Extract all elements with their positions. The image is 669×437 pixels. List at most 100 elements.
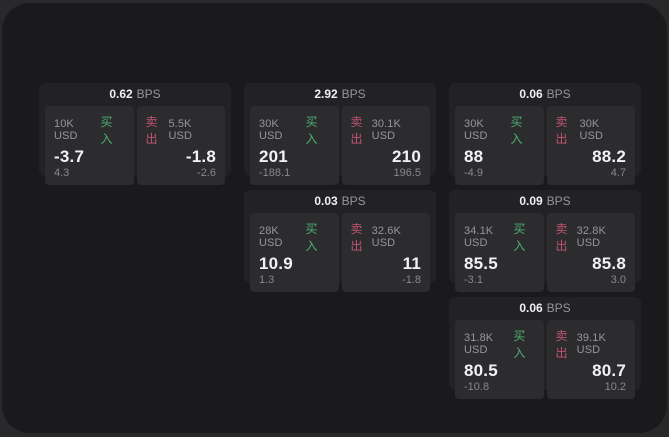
bps-unit-label: BPS bbox=[341, 87, 366, 101]
quote-card: 0.62 BPS 10K USD 买入 -3.7 4.3 卖出 5.5K USD bbox=[39, 83, 231, 185]
sell-price: 80.7 bbox=[592, 361, 626, 380]
buy-button[interactable]: 买入 bbox=[513, 329, 526, 360]
buy-panel-top: 30K USD 买入 bbox=[259, 113, 330, 147]
buy-delta: 4.3 bbox=[54, 167, 70, 179]
sell-price: -1.8 bbox=[185, 147, 216, 166]
buy-panel-top: 31.8K USD 买入 bbox=[464, 327, 535, 361]
bps-value: 0.06 bbox=[519, 301, 543, 315]
sell-panel[interactable]: 卖出 32.6K USD 11 -1.8 bbox=[341, 213, 430, 292]
buy-amount: 30K USD bbox=[464, 118, 488, 142]
sell-delta: 4.7 bbox=[610, 167, 626, 179]
panels: 30K USD 买入 88 -4.9 卖出 30K USD 88.2 4.7 bbox=[455, 106, 635, 185]
sell-panel[interactable]: 卖出 30K USD 88.2 4.7 bbox=[546, 106, 635, 185]
panels: 34.1K USD 买入 85.5 -3.1 卖出 32.8K USD 85.8… bbox=[455, 213, 635, 292]
app-surface: 0.62 BPS 10K USD 买入 -3.7 4.3 卖出 5.5K USD bbox=[2, 3, 667, 433]
bps-unit-label: BPS bbox=[546, 194, 571, 208]
bps-value: 0.03 bbox=[314, 194, 338, 208]
buy-panel[interactable]: 30K USD 买入 88 -4.9 bbox=[455, 106, 544, 185]
sell-price: 11 bbox=[402, 254, 421, 273]
sell-button[interactable]: 卖出 bbox=[555, 115, 568, 146]
sell-amount: 5.5K USD bbox=[168, 118, 192, 142]
sell-amount: 30.1K USD bbox=[371, 118, 401, 142]
bps-value: 2.92 bbox=[314, 87, 338, 101]
sell-panel[interactable]: 卖出 32.8K USD 85.8 3.0 bbox=[546, 213, 635, 292]
buy-panel-top: 34.1K USD 买入 bbox=[464, 220, 535, 254]
panels: 10K USD 买入 -3.7 4.3 卖出 5.5K USD -1.8 -2.… bbox=[45, 106, 225, 185]
sell-amount: 32.6K USD bbox=[371, 225, 401, 249]
bps-value: 0.09 bbox=[519, 194, 543, 208]
sell-button[interactable]: 卖出 bbox=[145, 115, 158, 146]
sell-panel[interactable]: 卖出 30.1K USD 210 196.5 bbox=[341, 106, 430, 185]
bps-value: 0.06 bbox=[519, 87, 543, 101]
sell-panel-top: 卖出 39.1K USD bbox=[556, 327, 627, 361]
panels: 31.8K USD 买入 80.5 -10.8 卖出 39.1K USD 80.… bbox=[455, 320, 635, 399]
buy-panel-top: 10K USD 买入 bbox=[54, 113, 125, 147]
buy-panel-top: 30K USD 买入 bbox=[464, 113, 535, 147]
buy-amount: 31.8K USD bbox=[464, 332, 494, 356]
sell-panel-top: 卖出 5.5K USD bbox=[146, 113, 217, 147]
buy-panel-top: 28K USD 买入 bbox=[259, 220, 330, 254]
bps-header: 0.06 BPS bbox=[455, 83, 635, 106]
buy-button[interactable]: 买入 bbox=[305, 222, 318, 253]
buy-price: 201 bbox=[259, 147, 288, 166]
sell-panel-top: 卖出 32.8K USD bbox=[556, 220, 627, 254]
bps-unit-label: BPS bbox=[136, 87, 161, 101]
bps-header: 2.92 BPS bbox=[250, 83, 430, 106]
buy-delta: -4.9 bbox=[464, 167, 483, 179]
buy-amount: 30K USD bbox=[259, 118, 283, 142]
quote-card: 0.03 BPS 28K USD 买入 10.9 1.3 卖出 32.6K US… bbox=[244, 190, 436, 292]
bps-header: 0.03 BPS bbox=[250, 190, 430, 213]
sell-button[interactable]: 卖出 bbox=[350, 222, 363, 253]
buy-panel[interactable]: 34.1K USD 买入 85.5 -3.1 bbox=[455, 213, 544, 292]
panels: 28K USD 买入 10.9 1.3 卖出 32.6K USD 11 -1.8 bbox=[250, 213, 430, 292]
sell-button[interactable]: 卖出 bbox=[555, 222, 568, 253]
bps-unit-label: BPS bbox=[546, 87, 571, 101]
quote-card: 0.09 BPS 34.1K USD 买入 85.5 -3.1 卖出 32.8K… bbox=[449, 190, 641, 292]
sell-delta: -1.8 bbox=[402, 274, 421, 286]
sell-panel[interactable]: 卖出 5.5K USD -1.8 -2.6 bbox=[136, 106, 225, 185]
sell-delta: 3.0 bbox=[610, 274, 626, 286]
buy-panel[interactable]: 31.8K USD 买入 80.5 -10.8 bbox=[455, 320, 544, 399]
buy-button[interactable]: 买入 bbox=[513, 222, 526, 253]
buy-button[interactable]: 买入 bbox=[100, 115, 113, 146]
buy-price: 88 bbox=[464, 147, 484, 166]
buy-delta: -10.8 bbox=[464, 381, 490, 393]
bps-unit-label: BPS bbox=[341, 194, 366, 208]
buy-price: 80.5 bbox=[464, 361, 498, 380]
quote-card: 0.06 BPS 30K USD 买入 88 -4.9 卖出 30K USD bbox=[449, 83, 641, 185]
sell-panel-top: 卖出 30K USD bbox=[556, 113, 627, 147]
buy-button[interactable]: 买入 bbox=[305, 115, 318, 146]
sell-button[interactable]: 卖出 bbox=[555, 329, 568, 360]
buy-price: 10.9 bbox=[259, 254, 293, 273]
bps-header: 0.09 BPS bbox=[455, 190, 635, 213]
buy-panel[interactable]: 28K USD 买入 10.9 1.3 bbox=[250, 213, 339, 292]
buy-amount: 10K USD bbox=[54, 118, 78, 142]
buy-panel[interactable]: 10K USD 买入 -3.7 4.3 bbox=[45, 106, 134, 185]
sell-delta: 10.2 bbox=[604, 381, 626, 393]
quote-card: 0.06 BPS 31.8K USD 买入 80.5 -10.8 卖出 39.1… bbox=[449, 297, 641, 399]
quote-card-grid: 0.62 BPS 10K USD 买入 -3.7 4.3 卖出 5.5K USD bbox=[39, 83, 641, 399]
sell-delta: 196.5 bbox=[393, 167, 421, 179]
sell-delta: -2.6 bbox=[197, 167, 216, 179]
sell-panel[interactable]: 卖出 39.1K USD 80.7 10.2 bbox=[546, 320, 635, 399]
bps-unit-label: BPS bbox=[546, 301, 571, 315]
buy-delta: 1.3 bbox=[259, 274, 275, 286]
buy-button[interactable]: 买入 bbox=[510, 115, 523, 146]
bps-header: 0.62 BPS bbox=[45, 83, 225, 106]
bps-value: 0.62 bbox=[109, 87, 133, 101]
sell-price: 85.8 bbox=[592, 254, 626, 273]
sell-amount: 30K USD bbox=[579, 118, 604, 142]
sell-panel-top: 卖出 32.6K USD bbox=[351, 220, 422, 254]
sell-button[interactable]: 卖出 bbox=[350, 115, 363, 146]
buy-panel[interactable]: 30K USD 买入 201 -188.1 bbox=[250, 106, 339, 185]
sell-amount: 39.1K USD bbox=[576, 332, 606, 356]
sell-panel-top: 卖出 30.1K USD bbox=[351, 113, 422, 147]
sell-price: 210 bbox=[392, 147, 421, 166]
buy-amount: 34.1K USD bbox=[464, 225, 494, 249]
buy-amount: 28K USD bbox=[259, 225, 283, 249]
buy-delta: -3.1 bbox=[464, 274, 483, 286]
buy-price: 85.5 bbox=[464, 254, 498, 273]
quote-card: 2.92 BPS 30K USD 买入 201 -188.1 卖出 30.1K … bbox=[244, 83, 436, 185]
sell-price: 88.2 bbox=[592, 147, 626, 166]
buy-price: -3.7 bbox=[54, 147, 85, 166]
